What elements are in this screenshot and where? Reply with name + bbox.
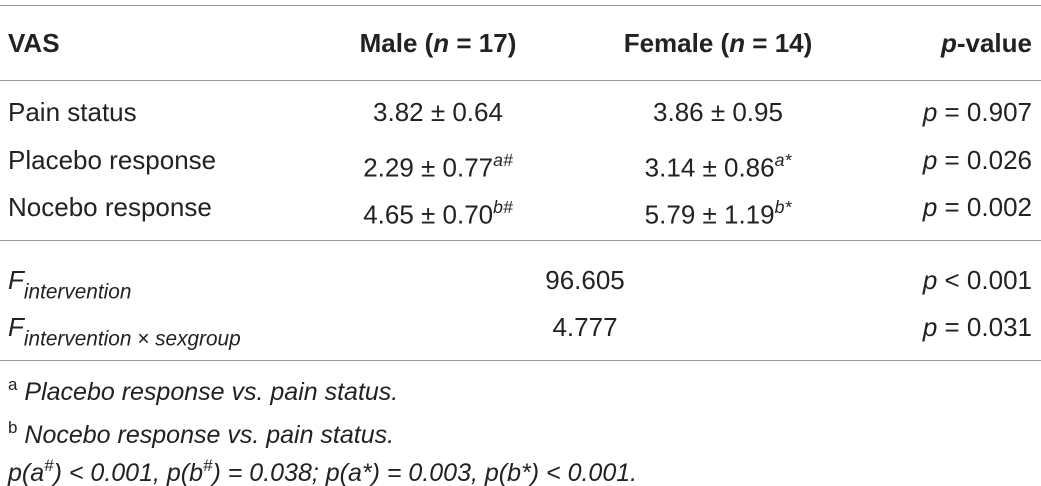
text-segment: p (922, 265, 938, 295)
text-segment: n (729, 28, 746, 58)
text-segment: ) = 0.038; p(a*) = 0.003, p(b*) < 0.001. (212, 459, 638, 486)
table-cell: 3.82 ± 0.64 (373, 97, 503, 127)
text-segment: p(a (8, 459, 45, 486)
header-cell: Male (n = 17) (360, 28, 517, 58)
text-segment: # (44, 456, 54, 475)
text-segment: -value (956, 28, 1032, 58)
stat-label: Fintervention × sexgroup (8, 312, 241, 354)
text-segment: = 0.907 (937, 97, 1032, 127)
table-cell: Pain status (8, 97, 137, 127)
footnote: a Placebo response vs. pain status. (8, 370, 398, 407)
text-segment: Nocebo response (8, 192, 212, 222)
text-segment: # (203, 456, 213, 475)
text-segment: Pain status (8, 97, 137, 127)
stat-label: Fintervention (8, 265, 131, 307)
text-segment: < 0.001 (937, 265, 1032, 295)
top-rule (0, 5, 1041, 6)
text-segment: p (922, 312, 938, 342)
text-segment: p (922, 97, 938, 127)
text-segment: = 14) (745, 28, 813, 58)
text-segment: F (8, 312, 24, 342)
text-segment: a* (774, 150, 792, 170)
text-segment: Placebo response vs. pain status. (17, 378, 399, 407)
text-segment: Female ( (623, 28, 730, 58)
text-segment: F (8, 265, 24, 295)
text-segment: b (8, 418, 18, 437)
text-segment: b# (493, 197, 513, 217)
stat-value: 4.777 (552, 312, 618, 342)
text-segment: = 0.026 (937, 145, 1032, 175)
table-cell: Placebo response (8, 145, 216, 175)
table-cell: p = 0.907 (923, 97, 1032, 127)
footnote: p(a#) < 0.001, p(b#) = 0.038; p(a*) = 0.… (8, 451, 637, 486)
text-segment: a (8, 375, 18, 394)
text-segment: 2.29 ± 0.77 (363, 152, 494, 183)
table-cell: Nocebo response (8, 192, 212, 222)
text-segment: intervention × sexgroup (23, 327, 241, 351)
text-segment: = 17) (449, 28, 517, 58)
text-segment: n (433, 28, 450, 58)
table-cell: 2.29 ± 0.77a# (363, 145, 513, 183)
text-segment: p (922, 192, 938, 222)
text-segment: = 0.002 (937, 192, 1032, 222)
text-segment: ) < 0.001, p(b (53, 459, 204, 486)
table-cell: 3.14 ± 0.86a* (645, 145, 792, 183)
header-cell: p-value (941, 28, 1032, 58)
table-cell: 4.65 ± 0.70b# (363, 192, 513, 230)
text-segment: = 0.031 (937, 312, 1032, 342)
text-segment: a# (493, 150, 513, 170)
text-segment: 4.65 ± 0.70 (363, 199, 494, 230)
footnote: b Nocebo response vs. pain status. (8, 413, 394, 450)
text-segment: 3.86 ± 0.95 (653, 97, 783, 127)
text-segment: Placebo response (8, 145, 217, 175)
table-cell: p = 0.002 (923, 192, 1032, 222)
table-cell: 3.86 ± 0.95 (653, 97, 783, 127)
text-segment: 3.14 ± 0.86 (644, 152, 775, 183)
table-cell: p = 0.026 (923, 145, 1032, 175)
text-segment: p (922, 145, 938, 175)
text-segment: Male ( (359, 28, 434, 58)
text-segment: VAS (8, 28, 60, 58)
text-segment: b* (774, 197, 792, 217)
text-segment: p (940, 28, 957, 58)
header-rule (0, 80, 1041, 81)
stat-p-value: p = 0.031 (923, 312, 1032, 342)
text-segment: Nocebo response vs. pain status. (17, 421, 395, 450)
stat-value: 96.605 (545, 265, 625, 295)
bottom-rule (0, 360, 1041, 361)
stat-p-value: p < 0.001 (923, 265, 1032, 295)
section-rule (0, 240, 1041, 241)
table-cell: 5.79 ± 1.19b* (645, 192, 792, 230)
header-cell: VAS (8, 28, 60, 58)
text-segment: 5.79 ± 1.19 (644, 199, 775, 230)
text-segment: 3.82 ± 0.64 (373, 97, 503, 127)
header-cell: Female (n = 14) (624, 28, 813, 58)
text-segment: intervention (23, 280, 132, 304)
